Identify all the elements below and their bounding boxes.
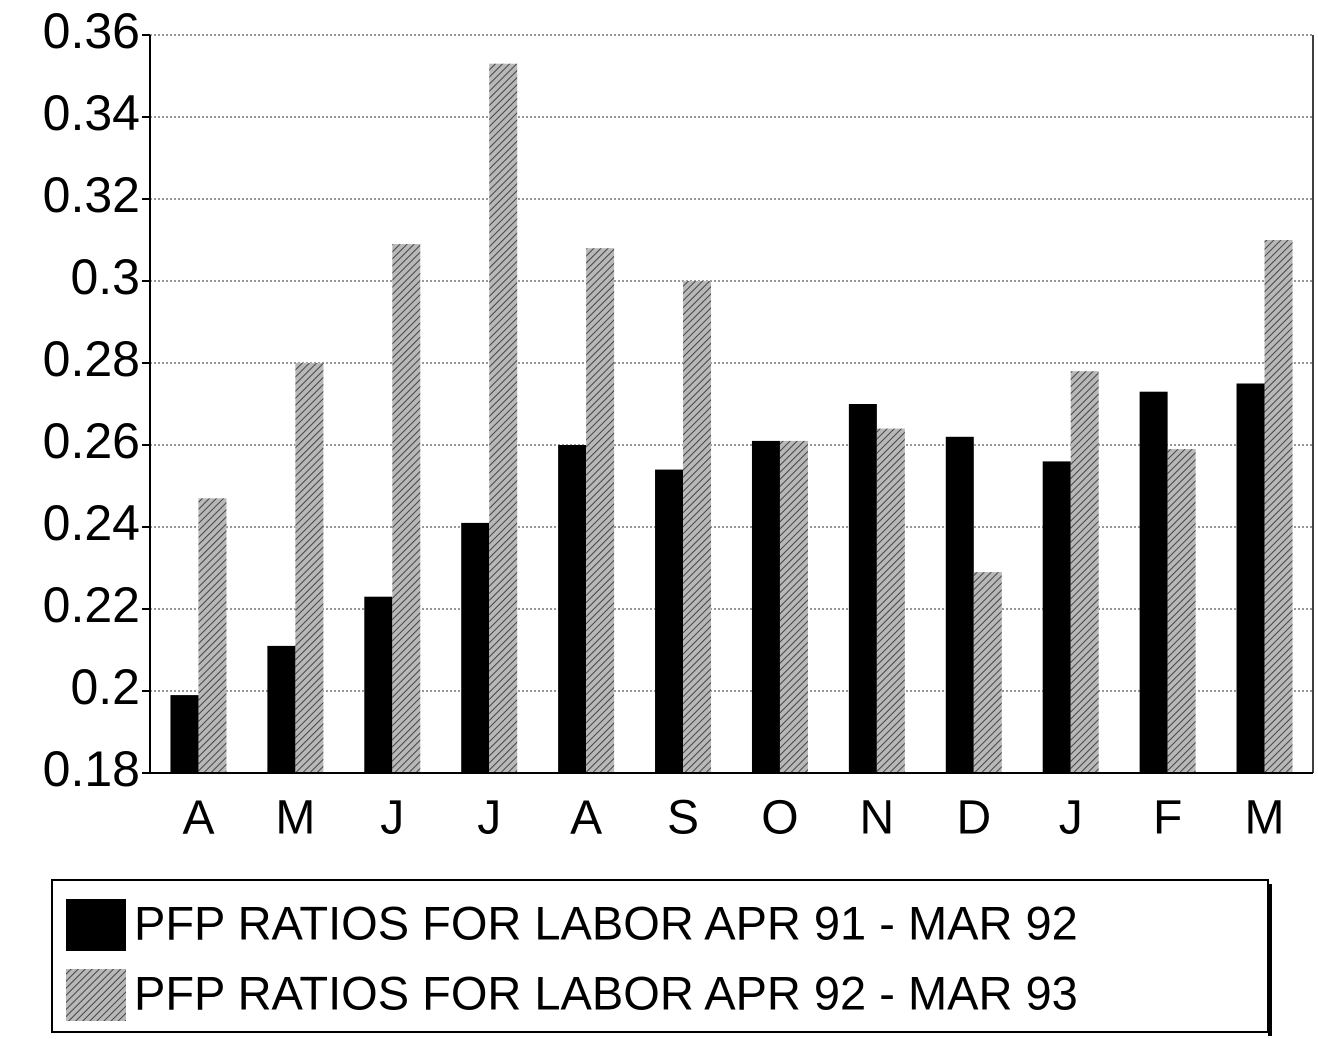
bar	[1167, 449, 1196, 773]
bar	[392, 244, 421, 774]
bar	[170, 695, 199, 773]
bar	[1042, 461, 1071, 773]
x-tick-label: M	[1245, 792, 1285, 845]
bar	[198, 498, 227, 773]
legend-label: PFP RATIOS FOR LABOR APR 92 - MAR 93	[134, 966, 1078, 1019]
y-tick-label: 0.32	[43, 167, 140, 223]
bar	[1264, 240, 1293, 773]
x-tick-label: F	[1153, 792, 1182, 845]
legend-label: PFP RATIOS FOR LABOR APR 91 - MAR 92	[134, 896, 1078, 949]
bar	[1070, 371, 1099, 773]
bar	[586, 248, 615, 773]
y-tick-label: 0.22	[43, 577, 140, 633]
bar	[267, 645, 296, 773]
y-tick-label: 0.34	[43, 85, 140, 141]
y-tick-label: 0.18	[43, 741, 140, 797]
bar	[364, 596, 393, 773]
bar	[945, 436, 974, 773]
bar	[683, 281, 712, 773]
bar	[489, 63, 518, 773]
x-tick-label: J	[477, 792, 501, 845]
y-tick-label: 0.3	[70, 249, 140, 305]
y-tick-label: 0.26	[43, 413, 140, 469]
x-tick-label: S	[667, 792, 699, 845]
x-tick-label: J	[1059, 792, 1083, 845]
bar	[655, 469, 684, 773]
bar	[558, 445, 587, 773]
bar	[461, 522, 490, 773]
x-tick-label: A	[182, 792, 214, 845]
x-tick-label: J	[380, 792, 404, 845]
bar	[751, 440, 780, 773]
y-tick-label: 0.28	[43, 331, 140, 387]
x-tick-label: N	[860, 792, 895, 845]
x-tick-label: M	[275, 792, 315, 845]
x-tick-label: D	[956, 792, 991, 845]
bar	[848, 404, 877, 773]
x-tick-label: O	[761, 792, 798, 845]
bar	[779, 440, 808, 773]
y-tick-label: 0.2	[70, 659, 140, 715]
bar	[295, 363, 324, 773]
bar	[876, 428, 905, 773]
y-tick-label: 0.24	[43, 495, 140, 551]
legend-swatch	[66, 969, 126, 1021]
bar	[1236, 383, 1265, 773]
y-tick-label: 0.36	[43, 3, 140, 59]
bar	[1139, 391, 1168, 773]
bar	[973, 572, 1002, 773]
x-tick-label: A	[570, 792, 602, 845]
legend-swatch	[66, 899, 126, 951]
